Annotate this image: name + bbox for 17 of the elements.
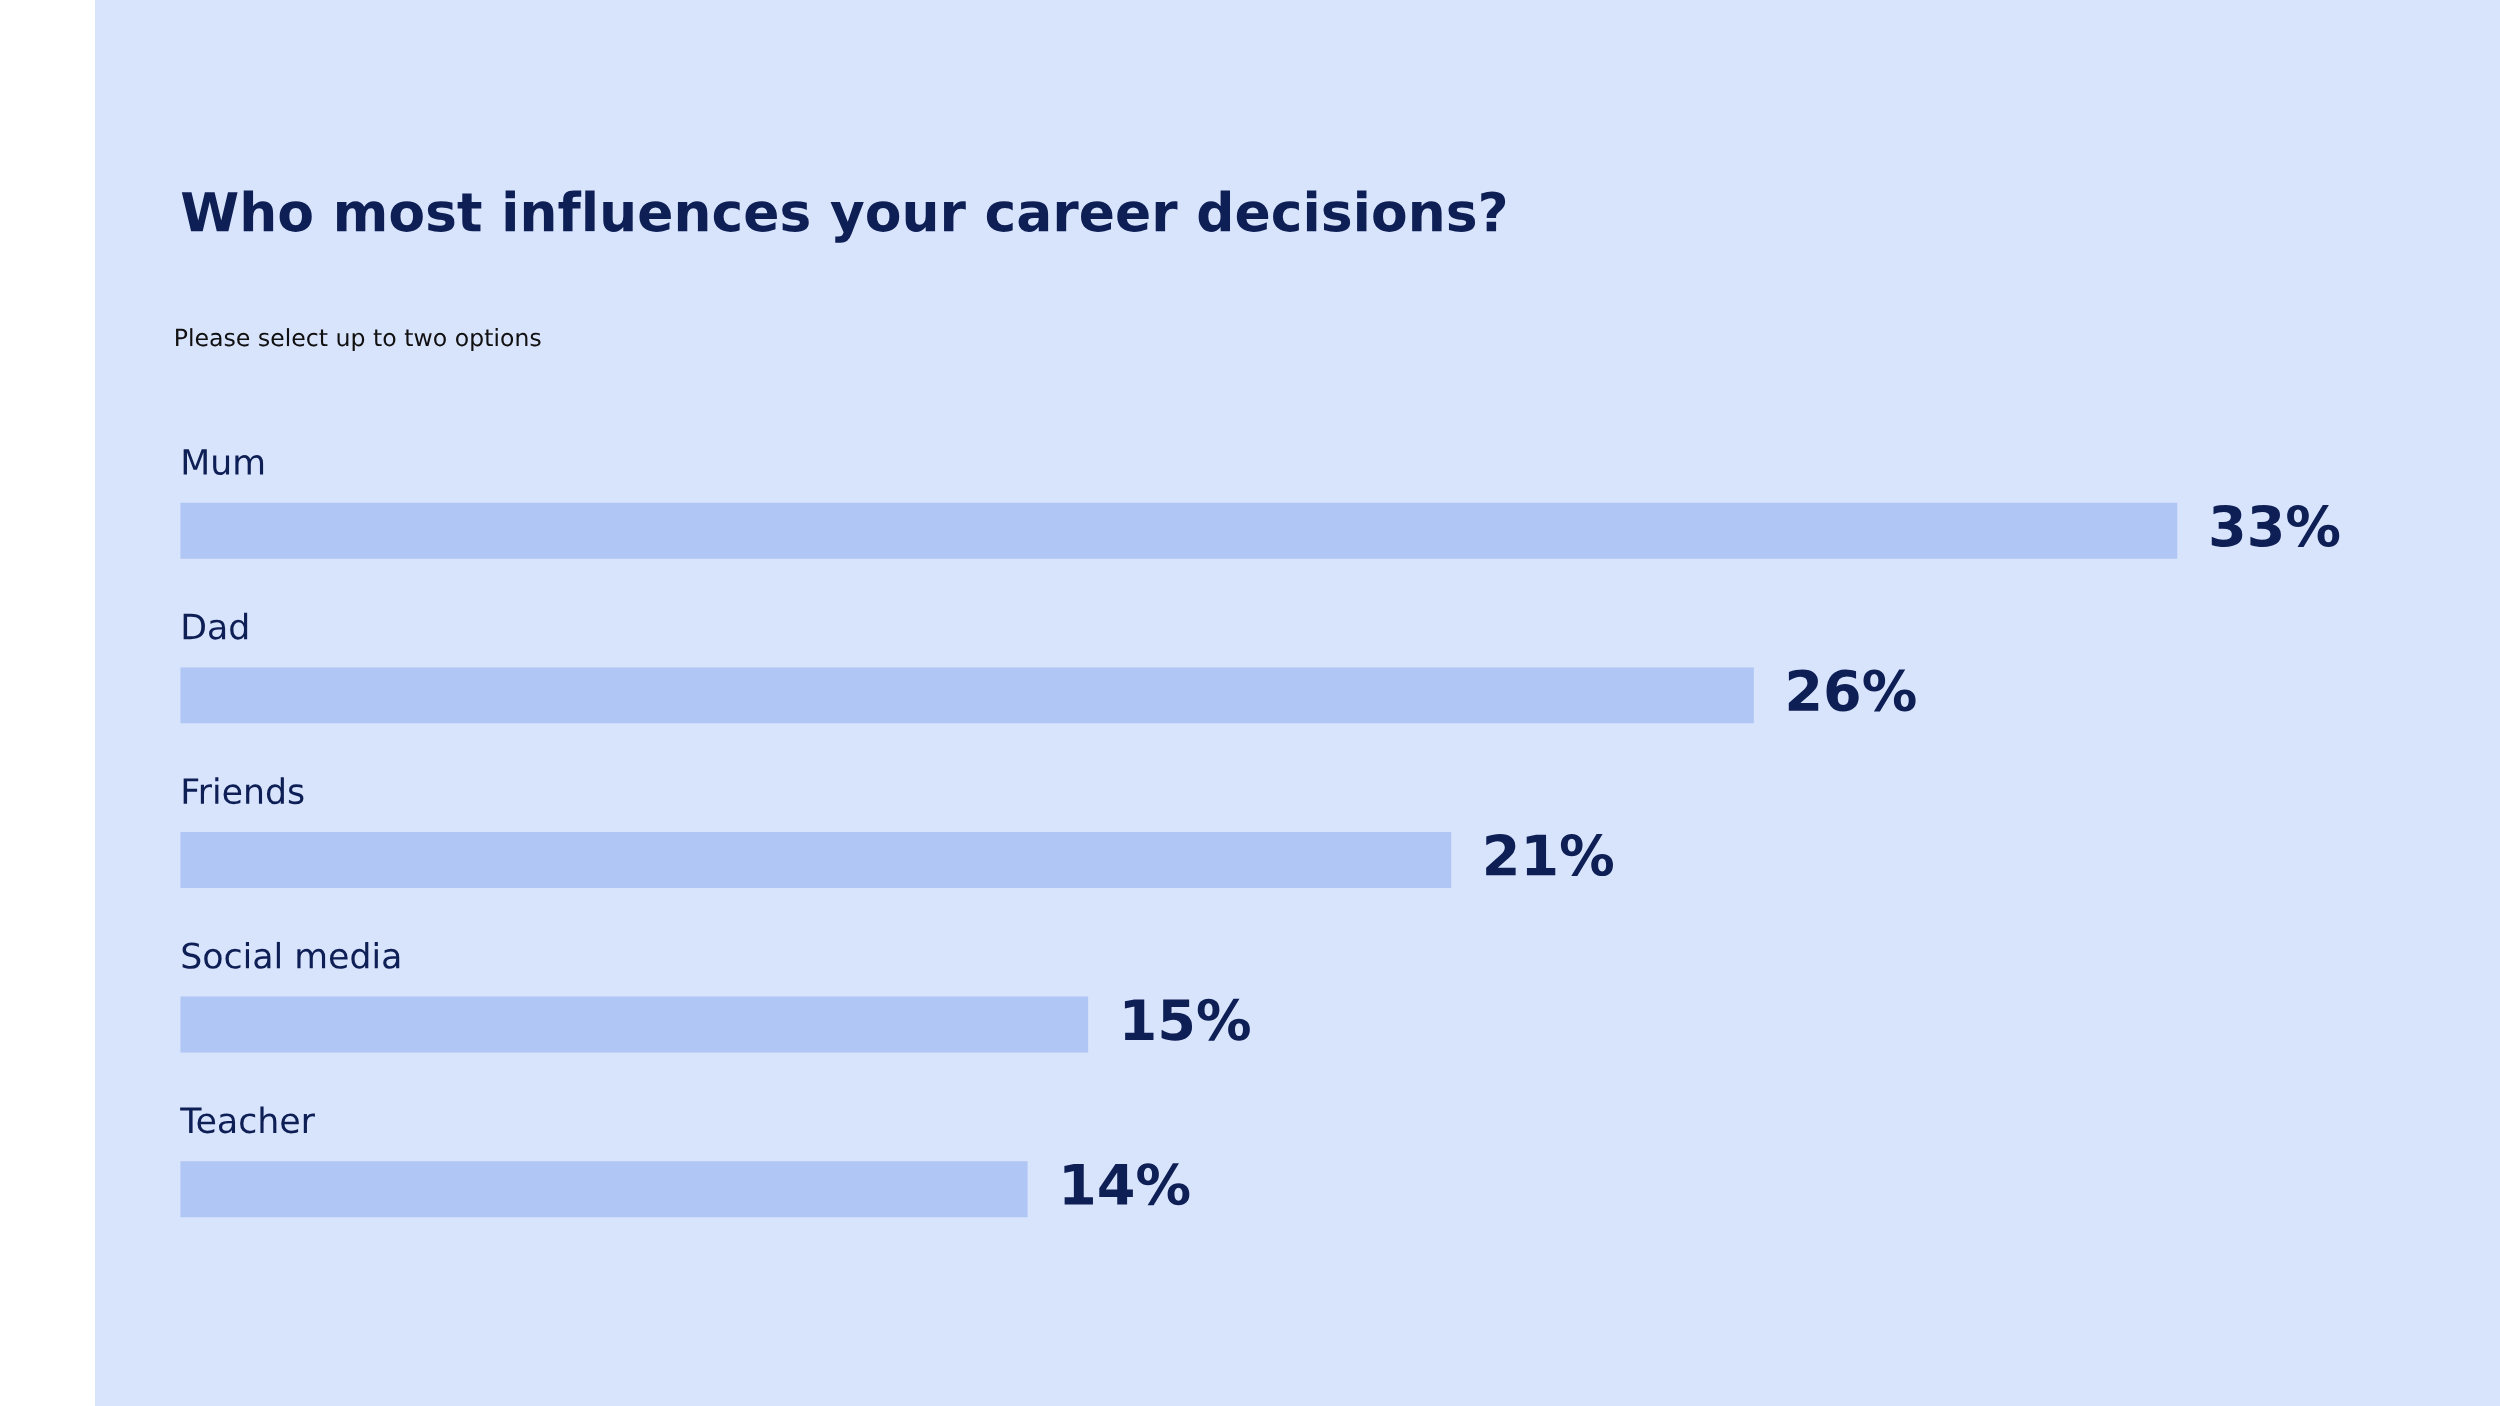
data-label: 14% xyxy=(1064,1163,1190,1206)
data-label: 26% xyxy=(1788,669,1916,712)
data-label: 33% xyxy=(2211,504,2340,547)
y-tick-label: Social media xyxy=(182,941,400,969)
y-tick-label: Dad xyxy=(183,612,248,640)
chart-subtitle: Please select up to two options xyxy=(176,328,541,351)
y-tick-label: Friends xyxy=(183,777,304,805)
data-label: 15% xyxy=(1124,998,1250,1041)
y-tick-label: Teacher xyxy=(180,1106,315,1134)
bar xyxy=(180,1161,1028,1218)
bar xyxy=(180,502,2178,559)
bar xyxy=(180,667,1754,724)
bar xyxy=(180,996,1089,1053)
y-tick-label: Mum xyxy=(183,449,264,476)
chart-title: Who most influences your career decisions? xyxy=(181,190,1506,243)
data-label: 21% xyxy=(1486,834,1613,877)
bar xyxy=(180,832,1452,888)
